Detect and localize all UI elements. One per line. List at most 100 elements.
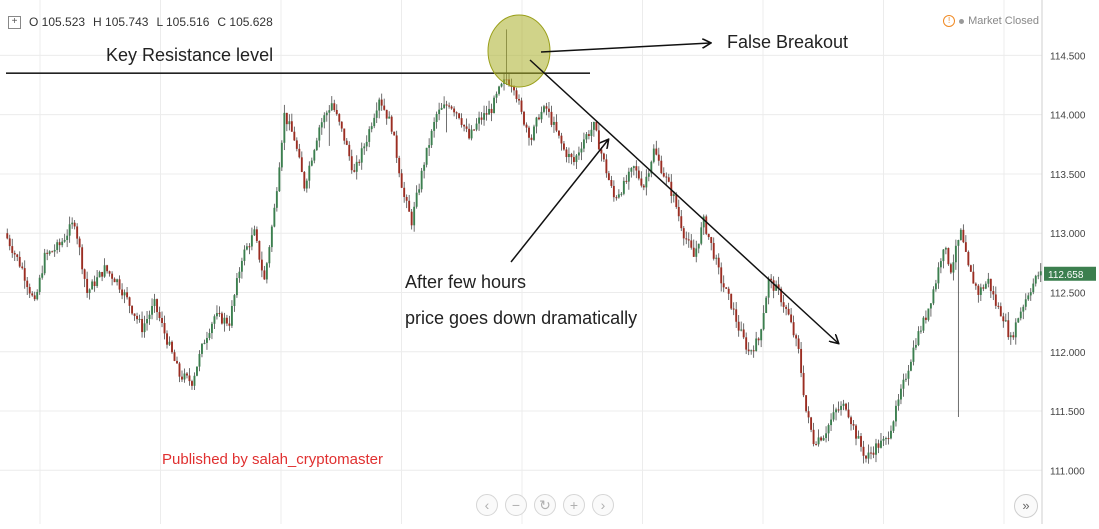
candle-down <box>735 309 738 322</box>
candle-down <box>872 452 875 455</box>
candle-up <box>196 366 198 376</box>
candle-up <box>415 192 418 207</box>
candle-up <box>912 347 915 362</box>
candle-down <box>333 103 336 110</box>
candle-down <box>692 247 695 257</box>
candle-down <box>992 291 995 295</box>
candle-down <box>400 173 403 188</box>
candle-down <box>667 177 670 182</box>
candle-down <box>348 144 351 157</box>
y-tick-label: 112.500 <box>1050 288 1086 299</box>
candle-down <box>290 121 293 132</box>
candle-up <box>832 412 835 420</box>
candle-down <box>587 134 590 136</box>
candle-down <box>737 321 740 331</box>
false-breakout-label: False Breakout <box>727 32 848 52</box>
candle-up <box>253 229 256 236</box>
y-tick-label: 114.000 <box>1050 111 1086 122</box>
candle-up <box>278 167 281 192</box>
candle-down <box>345 140 348 145</box>
candle-up <box>198 353 201 367</box>
candle-down <box>550 111 553 125</box>
candle-up <box>533 126 535 140</box>
candle-up <box>822 438 825 441</box>
candle-up <box>922 317 925 331</box>
candle-up <box>897 399 900 406</box>
candle-up <box>590 129 593 136</box>
candle-up <box>585 134 588 140</box>
candle-down <box>635 166 638 171</box>
candle-down <box>161 317 163 324</box>
candle-up <box>582 139 585 149</box>
candle-up <box>48 251 51 254</box>
candle-up <box>435 114 438 122</box>
market-status: ! Market Closed <box>943 15 1039 27</box>
candle-down <box>448 105 451 107</box>
candle-up <box>954 245 957 263</box>
candle-up <box>245 246 248 250</box>
last-price-tag <box>1044 266 1096 281</box>
low-value: L 105.516 <box>156 15 210 29</box>
candle-down <box>685 238 688 240</box>
candle-up <box>1027 295 1030 300</box>
candle-down <box>263 270 266 280</box>
candle-up <box>71 222 74 225</box>
candle-up <box>365 141 368 147</box>
candle-up <box>622 180 625 194</box>
candle-up <box>885 438 887 440</box>
candle-down <box>136 315 139 320</box>
candle-down <box>862 446 865 456</box>
scroll-right-button[interactable]: › <box>592 494 614 516</box>
scroll-left-button[interactable]: ‹ <box>476 494 498 516</box>
candle-up <box>250 235 253 247</box>
close-value: C 105.628 <box>217 15 273 29</box>
candle-up <box>892 421 895 431</box>
candle-up <box>697 243 700 249</box>
candle-up <box>632 166 635 169</box>
candle-up <box>428 145 431 148</box>
jump-to-latest-button[interactable]: » <box>1014 494 1038 518</box>
candle-down <box>690 240 693 248</box>
candle-down <box>518 98 520 101</box>
zoom-in-button[interactable]: + <box>563 494 585 516</box>
candle-down <box>725 287 728 289</box>
candle-down <box>350 156 353 171</box>
status-dot-icon <box>959 18 965 24</box>
candle-down <box>385 109 388 119</box>
candle-up <box>230 305 233 326</box>
candle-up <box>425 147 428 165</box>
candle-up <box>41 273 44 278</box>
candle-up <box>378 99 381 111</box>
downtrend-arrow <box>529 59 838 343</box>
candle-up <box>592 121 595 130</box>
candle-down <box>76 226 79 239</box>
candle-down <box>393 131 396 136</box>
candle-down <box>173 352 176 361</box>
note-line-2: price goes down dramatically <box>405 308 637 328</box>
candle-down <box>994 294 997 306</box>
candle-down <box>335 109 338 115</box>
open-value: O 105.523 <box>29 15 86 29</box>
candle-up <box>211 323 213 334</box>
candle-up <box>617 194 620 198</box>
candle-down <box>795 335 798 339</box>
candle-up <box>882 438 885 441</box>
candle-down <box>989 278 992 292</box>
expand-icon[interactable]: + <box>8 15 21 29</box>
candle-down <box>770 278 773 281</box>
candle-down <box>777 284 780 289</box>
candle-down <box>523 111 525 125</box>
candle-up <box>238 271 241 279</box>
zoom-out-button[interactable]: − <box>505 494 527 516</box>
candle-up <box>957 240 960 246</box>
candle-down <box>772 280 775 291</box>
candle-up <box>1019 311 1022 319</box>
candle-down <box>967 251 970 266</box>
candle-up <box>206 337 208 343</box>
candle-up <box>103 265 106 277</box>
candle-up <box>895 405 897 422</box>
reset-button[interactable]: ↻ <box>534 494 556 516</box>
candle-down <box>732 308 735 310</box>
